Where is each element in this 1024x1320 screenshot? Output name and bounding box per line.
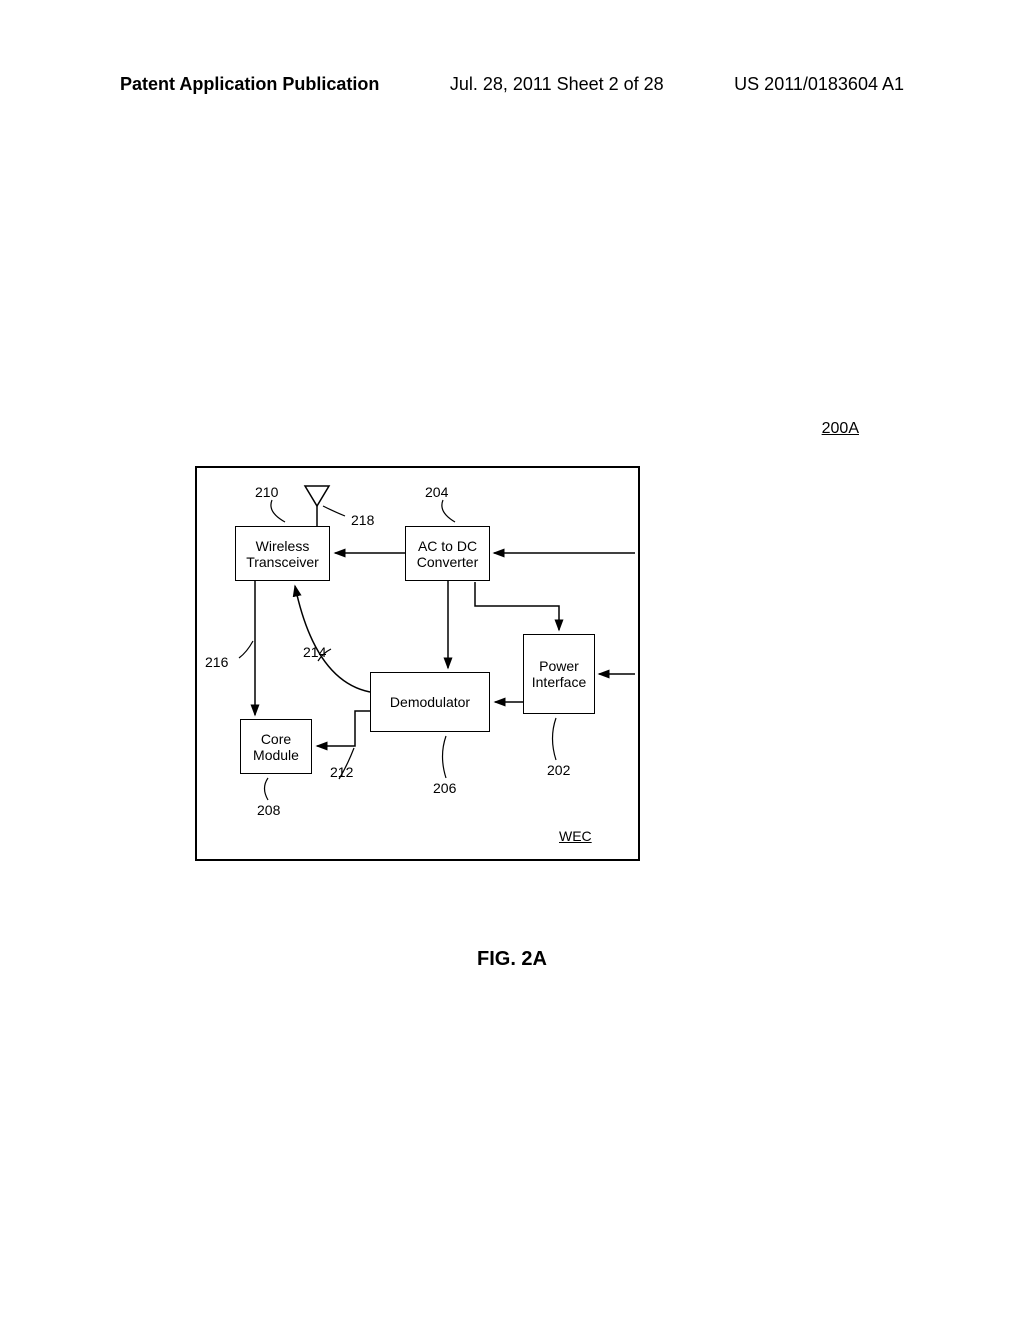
arrow-demod-to-core xyxy=(317,711,370,746)
lead-212 xyxy=(339,748,354,779)
header-right: US 2011/0183604 A1 xyxy=(734,74,904,95)
lead-206 xyxy=(443,736,447,778)
lead-210 xyxy=(271,500,285,522)
figure-number: 200A xyxy=(822,420,859,438)
arrow-demod-to-wt-214 xyxy=(295,586,370,692)
lead-204 xyxy=(442,500,455,522)
arrow-acdc-to-pi xyxy=(475,582,559,630)
lead-216 xyxy=(239,641,253,658)
antenna-icon xyxy=(305,486,329,506)
lead-218 xyxy=(323,506,345,516)
lead-202 xyxy=(553,718,557,760)
diagram-svg xyxy=(195,466,640,861)
diagram-container: WirelessTransceiver AC to DCConverter De… xyxy=(195,466,640,861)
header-left: Patent Application Publication xyxy=(120,74,379,95)
lead-208 xyxy=(265,778,269,800)
figure-caption: FIG. 2A xyxy=(0,948,1024,971)
header-center: Jul. 28, 2011 Sheet 2 of 28 xyxy=(450,74,664,95)
